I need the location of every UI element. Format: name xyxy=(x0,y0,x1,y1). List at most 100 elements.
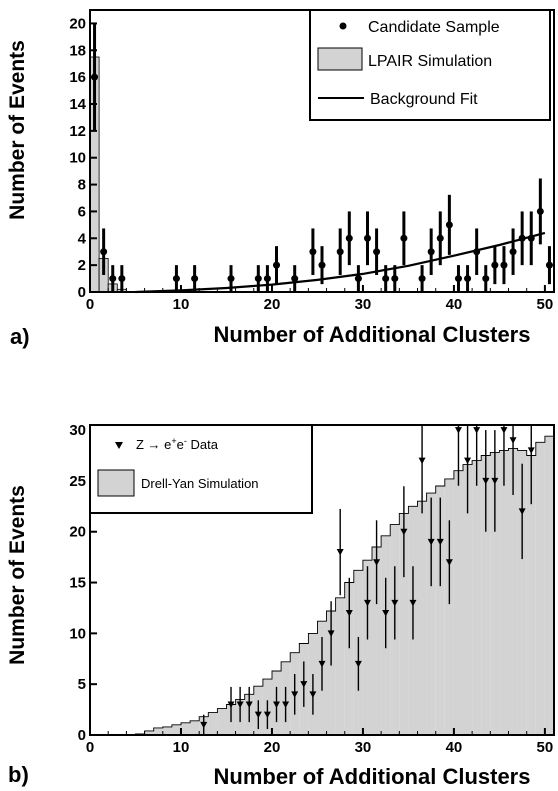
x-tick-label-a: 30 xyxy=(355,296,372,313)
candidate-point xyxy=(509,248,517,256)
z-data-point xyxy=(291,691,299,698)
x-tick-label-a: 20 xyxy=(264,296,281,313)
y-tick-label-b: 5 xyxy=(78,676,86,693)
legend-z-e2: e xyxy=(177,437,184,452)
y-tick-label-a: 10 xyxy=(69,150,86,167)
drell-yan-bar xyxy=(453,470,463,735)
z-data-point xyxy=(200,721,208,729)
drell-yan-bar xyxy=(499,450,509,735)
z-data-point xyxy=(409,599,417,607)
x-tick-label-b: 50 xyxy=(537,739,554,756)
drell-yan-bar xyxy=(335,597,345,735)
candidate-point xyxy=(318,261,326,269)
legend-label-fit: Background Fit xyxy=(370,91,478,108)
z-data-point xyxy=(363,599,371,607)
drell-yan-bar xyxy=(526,455,536,735)
candidate-point xyxy=(473,248,481,256)
legend-z-sup2: - xyxy=(184,436,187,446)
axes-a xyxy=(89,22,546,293)
candidate-point xyxy=(363,234,371,242)
candidate-point xyxy=(500,261,508,269)
candidate-point xyxy=(172,275,180,283)
z-data-point xyxy=(427,538,435,546)
z-data-point xyxy=(227,701,235,709)
drell-yan-bar xyxy=(399,513,409,735)
legend-marker-z-data xyxy=(115,442,123,449)
drell-yan-bar xyxy=(153,727,163,735)
y-tick-label-a: 6 xyxy=(78,203,86,220)
z-data-point xyxy=(273,701,281,709)
z-data-point xyxy=(309,691,317,698)
candidate-point xyxy=(254,275,262,283)
candidate-point xyxy=(391,275,399,283)
z-data-point xyxy=(382,610,390,617)
drell-yan-bar xyxy=(144,730,154,735)
z-data-point xyxy=(418,457,426,465)
z-data-point xyxy=(436,538,444,546)
y-tick-label-a: 12 xyxy=(69,123,86,140)
drell-yan-bar xyxy=(544,436,554,735)
panel-label-b: b) xyxy=(8,762,29,787)
y-axis-title-b: Number of Events xyxy=(6,485,29,665)
z-data-point xyxy=(327,630,335,637)
x-tick-label-a: 10 xyxy=(173,296,190,313)
x-axis-title-a: Number of Additional Clusters xyxy=(214,322,531,347)
panel-label-a: a) xyxy=(10,324,30,349)
legend-z-text: Z → e xyxy=(136,437,171,452)
drell-yan-bar xyxy=(171,724,181,735)
drell-yan-bar xyxy=(344,582,354,735)
candidate-point xyxy=(100,248,108,256)
z-data-point xyxy=(391,599,399,607)
y-tick-label-b: 15 xyxy=(69,575,86,592)
drell-yan-bar xyxy=(162,726,172,735)
z-data-point xyxy=(518,508,526,515)
drell-yan-bar xyxy=(490,452,500,735)
x-tick-label-a: 40 xyxy=(446,296,463,313)
candidate-point xyxy=(109,275,117,283)
candidate-point xyxy=(191,275,199,283)
candidate-point xyxy=(545,261,553,269)
panel-b: 0 10 20 30 40 50 0 5 10 15 20 25 30 Number of Additi… xyxy=(6,422,555,789)
candidate-point xyxy=(273,261,281,269)
candidate-point xyxy=(309,248,317,256)
drell-yan-bar xyxy=(435,486,445,735)
x-tick-label-b: 30 xyxy=(355,739,372,756)
candidate-point xyxy=(400,234,408,242)
drell-yan-bar xyxy=(326,611,336,735)
candidate-point xyxy=(291,275,299,283)
candidate-point xyxy=(454,275,462,283)
tick-labels-a: 0 10 20 30 40 50 0 2 4 6 8 10 12 14 16 18 20 xyxy=(69,15,553,313)
x-tick-label-b: 10 xyxy=(173,739,190,756)
y-tick-label-b: 10 xyxy=(69,625,86,642)
z-data-point xyxy=(300,681,308,688)
legend-marker-candidate xyxy=(339,22,347,30)
z-data-point xyxy=(336,549,344,556)
y-tick-label-b: 30 xyxy=(69,422,86,439)
candidate-point xyxy=(354,275,362,283)
z-data-point xyxy=(491,477,499,485)
drell-yan-bar xyxy=(535,442,545,735)
candidate-point xyxy=(536,207,544,215)
candidate-sample-layer xyxy=(91,23,553,292)
y-tick-label-a: 2 xyxy=(78,257,86,274)
x-tick-label-a: 0 xyxy=(86,296,94,313)
z-data-point xyxy=(400,528,408,536)
z-data-point xyxy=(318,660,326,668)
x-axis-title-b: Number of Additional Clusters xyxy=(214,764,531,789)
y-tick-label-a: 8 xyxy=(78,177,86,194)
tick-labels-b: 0 10 20 30 40 50 0 5 10 15 20 25 30 xyxy=(69,422,553,756)
legend-label-z-data: Z → e+e- Data xyxy=(136,436,219,452)
z-data-point xyxy=(445,559,453,566)
legend-label-lpair: LPAIR Simulation xyxy=(368,53,492,70)
candidate-point xyxy=(227,275,235,283)
plot-frame-b xyxy=(89,424,555,736)
z-data-point xyxy=(282,701,290,709)
legend-b: Z → e+e- Data Drell-Yan Simulation xyxy=(89,424,313,514)
drell-yan-bar xyxy=(372,547,382,735)
candidate-point xyxy=(491,261,499,269)
y-tick-label-a: 18 xyxy=(69,42,86,59)
drell-yan-bar xyxy=(426,493,436,735)
y-tick-label-a: 14 xyxy=(69,96,86,113)
z-data-point xyxy=(527,447,535,454)
z-data-layer xyxy=(200,425,535,735)
